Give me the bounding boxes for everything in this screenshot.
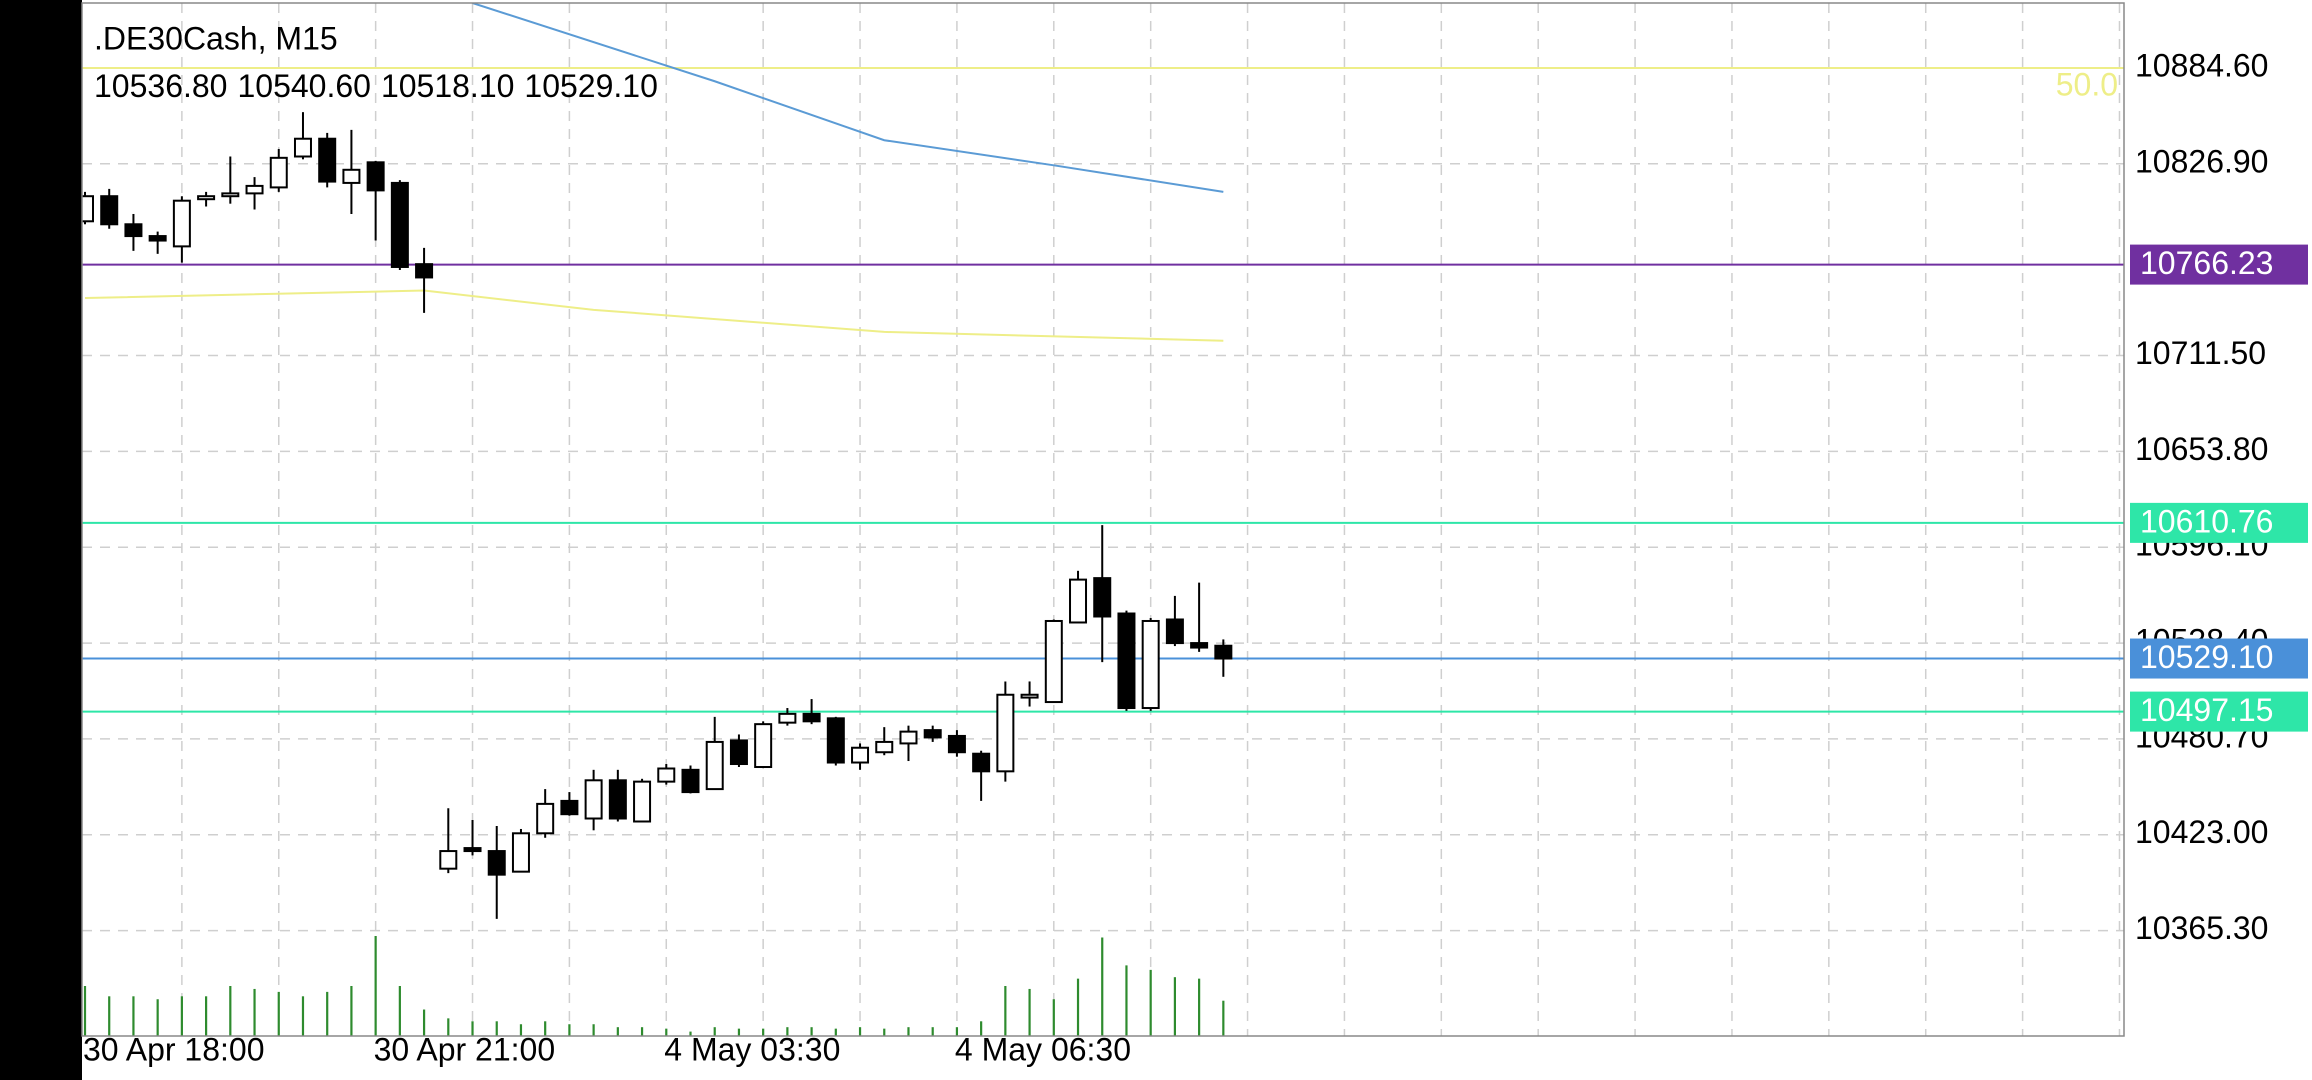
candle-body (584, 779, 603, 820)
candle-body (1190, 642, 1209, 649)
ohlc-value: 10536.80 (94, 68, 227, 104)
candle-body (511, 832, 530, 873)
indicator-level-text: 50.0 (2056, 66, 2118, 102)
candle-body (221, 192, 240, 198)
price-level-badge (2130, 244, 2308, 285)
candle-body (705, 740, 724, 791)
candle-body (657, 767, 676, 783)
price-level-label: 10610.76 (2140, 503, 2273, 539)
candle-body (124, 223, 143, 238)
candle-body (1165, 618, 1184, 645)
moving-average (84, 289, 1224, 342)
candle-body (560, 799, 579, 816)
candle-body (342, 168, 361, 184)
y-tick-label: 10826.90 (2135, 143, 2268, 179)
candle-body (366, 161, 385, 192)
candle-body (82, 195, 94, 223)
candle-body (1069, 578, 1088, 624)
ohlc-value: 10529.10 (524, 68, 657, 104)
x-tick-label: 4 May 06:30 (955, 1031, 1131, 1067)
chart-title: .DE30Cash, M15 (94, 20, 338, 56)
candle-body (875, 740, 894, 754)
candle-body (608, 779, 627, 820)
price-level-badge (2130, 502, 2308, 543)
candle-body (923, 729, 942, 739)
candle-body (996, 693, 1015, 773)
candle-body (197, 195, 216, 201)
candle-body (1141, 619, 1160, 710)
candle-body (826, 717, 845, 764)
candle-body (390, 181, 409, 268)
moving-average (472, 3, 1224, 193)
y-tick-label: 10884.60 (2135, 47, 2268, 83)
candle-body (1020, 693, 1039, 699)
price-level-badge (2130, 638, 2308, 679)
y-tick-label: 10653.80 (2135, 431, 2268, 467)
x-tick-label: 4 May 03:30 (664, 1031, 840, 1067)
candle-body (1117, 612, 1136, 710)
price-level-badge (2130, 691, 2308, 732)
candle-body (463, 847, 482, 853)
x-tick-label: 30 Apr 21:00 (374, 1031, 555, 1067)
plot-frame (81, 2, 2125, 1037)
candle-body (1214, 644, 1233, 660)
candle-body (293, 137, 312, 158)
candle-body (148, 235, 167, 242)
candle-body (536, 802, 555, 835)
price-level-label: 10529.10 (2140, 639, 2273, 675)
candle-body (415, 263, 434, 279)
candle-body (172, 199, 191, 248)
price-level-label: 10497.15 (2140, 692, 2273, 728)
price-level-label: 10766.23 (2140, 245, 2273, 281)
candle-body (899, 730, 918, 745)
candle-body (245, 184, 264, 195)
candle-body (439, 850, 458, 870)
candle-body (269, 156, 288, 189)
candle-body (851, 746, 870, 764)
candle-body (318, 137, 337, 183)
ohlc-line: 10536.80 10540.60 10518.10 10529.10 (94, 68, 658, 104)
candle-body (947, 734, 966, 754)
y-tick-label: 10423.00 (2135, 814, 2268, 850)
y-tick-label: 10711.50 (2135, 335, 2266, 371)
candle-body (681, 768, 700, 794)
candle-body (802, 712, 821, 723)
candle-body (778, 712, 797, 724)
ohlc-value: 10518.10 (381, 68, 514, 104)
candle-body (1093, 577, 1112, 618)
candle-body (729, 739, 748, 766)
ohlc-value: 10540.60 (237, 68, 370, 104)
candle-body (1044, 619, 1063, 704)
candle-body (754, 723, 773, 769)
y-tick-label: 10365.30 (2135, 910, 2268, 946)
x-tick-label: 30 Apr 18:00 (83, 1031, 264, 1067)
plot-area (82, 3, 2124, 1036)
candle-body (972, 752, 991, 773)
left-strip (0, 0, 82, 1080)
candle-body (487, 850, 506, 876)
candle-body (100, 195, 119, 226)
candle-body (633, 780, 652, 823)
